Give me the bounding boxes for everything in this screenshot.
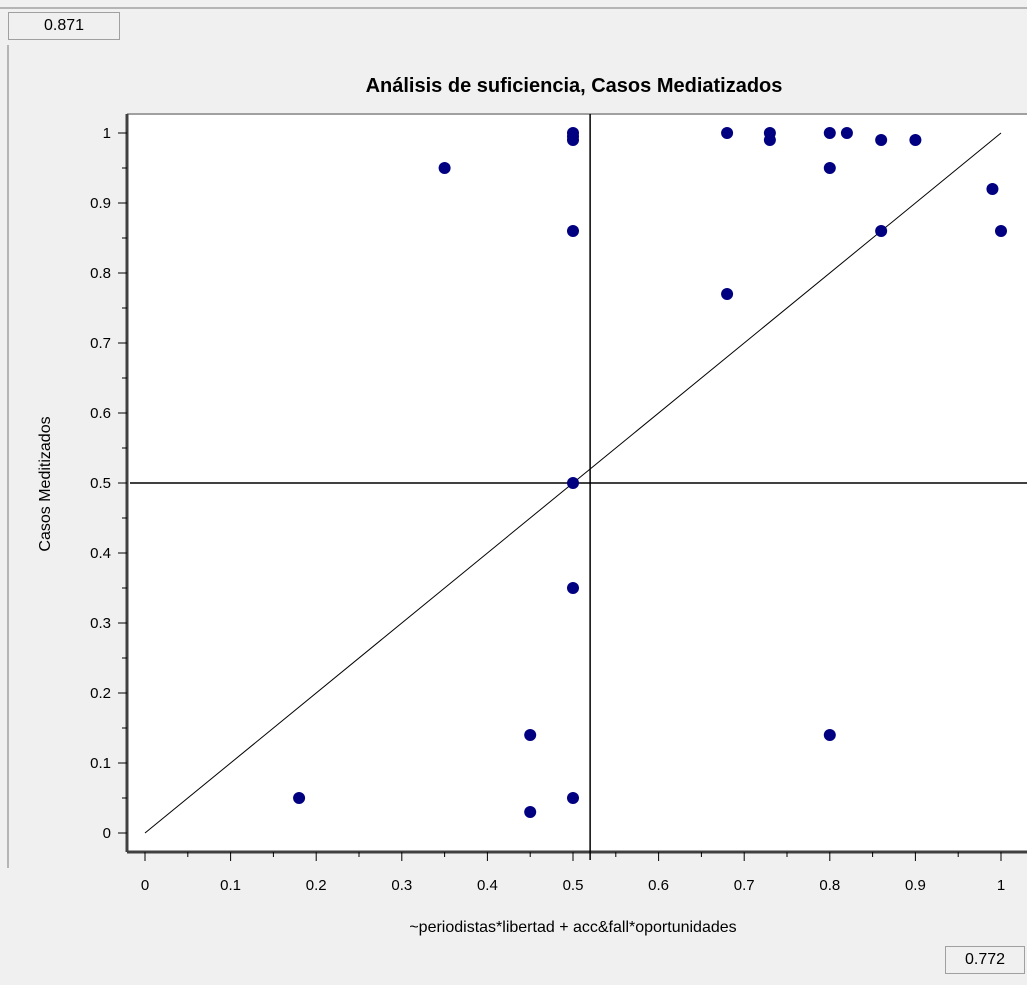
y-tick-label: 0.7 [90,335,111,352]
data-point [763,134,776,146]
data-points [293,127,1007,818]
y-tick-label: 0.4 [90,545,111,562]
chart-title: Análisis de suficiencia, Casos Mediatiza… [366,75,783,97]
y-tick-label: 0.1 [90,755,111,772]
y-tick-label: 0.3 [90,615,111,632]
data-point [875,134,888,146]
y-tick-label: 0.6 [90,405,111,422]
x-tick-label: 0.2 [306,877,327,894]
data-point [823,162,836,174]
y-tick-label: 0 [103,825,111,842]
y-tick-label: 0.9 [90,195,111,212]
data-point [721,127,734,139]
data-point [567,792,579,804]
data-point [840,127,853,139]
x-tick-label: 1 [997,877,1005,894]
data-point [524,729,537,741]
data-point [567,582,579,594]
x-tick-label: 0 [141,877,149,894]
y-axis-label: Casos Meditizados [37,416,54,551]
y-tick-label: 0.8 [90,265,111,282]
x-tick-label: 0.9 [905,877,926,894]
x-tick-label: 0.1 [220,877,241,894]
data-point [524,806,537,818]
data-point [823,729,836,741]
x-tick-label: 0.7 [734,877,755,894]
data-point [567,477,579,489]
x-tick-label: 0.5 [563,877,584,894]
data-point [721,288,734,300]
y-tick-label: 0.5 [90,475,111,492]
y-tick-label: 1 [103,125,111,142]
data-point [823,127,836,139]
x-tick-label: 0.4 [477,877,498,894]
x-tick-label: 0.6 [648,877,669,894]
x-value-readout[interactable]: 0.772 [945,946,1025,974]
y-value-readout[interactable]: 0.871 [8,12,120,40]
x-axis-label: ~periodistas*libertad + acc&fall*oportun… [409,919,736,936]
x-tick-label: 0.8 [819,877,840,894]
data-point [909,134,922,146]
data-point [567,134,579,146]
data-point [986,183,999,195]
x-axis: 0 0.1 0.2 0.3 0.4 0.5 0.6 0.7 0.8 0.9 1 [141,852,1005,894]
data-point [293,792,306,804]
y-tick-label: 0.2 [90,685,111,702]
x-tick-label: 0.3 [391,877,412,894]
data-point [995,225,1007,237]
data-point [875,225,888,237]
data-point [567,225,579,237]
data-point [438,162,451,174]
y-axis: 0 0.1 0.2 0.3 0.4 0.5 0.6 0.7 0.8 0.9 1 [90,125,127,842]
